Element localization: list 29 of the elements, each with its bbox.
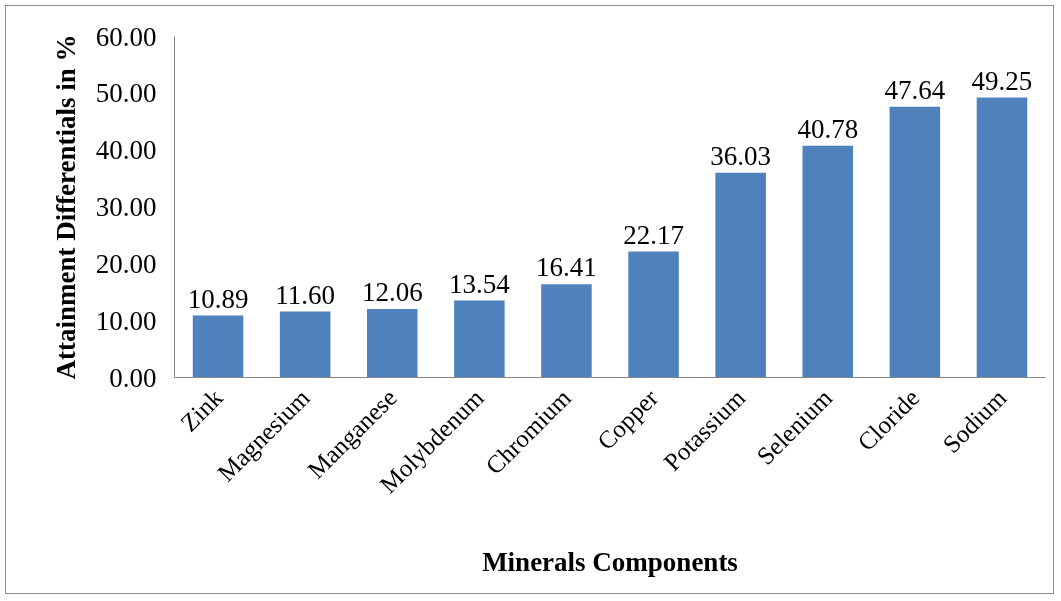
- x-axis-title: Minerals Components: [482, 546, 738, 577]
- y-tick-label: 10.00: [95, 305, 157, 336]
- bar: [454, 300, 505, 378]
- bar: [802, 145, 854, 378]
- data-label: 12.06: [361, 276, 423, 307]
- bar: [715, 172, 766, 378]
- y-tick-label: 0.00: [109, 362, 157, 393]
- bar: [889, 106, 941, 378]
- y-tick-label: 30.00: [95, 192, 157, 222]
- y-tick-label: 60.00: [95, 21, 157, 52]
- data-label: 16.41: [536, 252, 597, 283]
- y-tick-label: 20.00: [95, 248, 157, 279]
- y-tick-label: 50.00: [95, 78, 157, 109]
- data-label: 47.64: [884, 74, 946, 105]
- data-label: 10.89: [187, 283, 249, 314]
- data-label: 49.25: [971, 65, 1033, 96]
- y-tick-label: 40.00: [95, 135, 157, 166]
- bar: [628, 251, 679, 378]
- bar: [976, 97, 1028, 378]
- data-label: 40.78: [797, 113, 859, 144]
- data-label: 13.54: [448, 268, 511, 299]
- data-label: 22.17: [623, 219, 684, 250]
- bar: [541, 284, 592, 378]
- y-axis-title: Attainment Differentials in %: [50, 34, 81, 380]
- data-label: 11.60: [275, 279, 336, 310]
- bar: [279, 311, 331, 378]
- data-label: 36.03: [710, 140, 772, 171]
- bar: [366, 308, 418, 378]
- bar: [192, 315, 244, 378]
